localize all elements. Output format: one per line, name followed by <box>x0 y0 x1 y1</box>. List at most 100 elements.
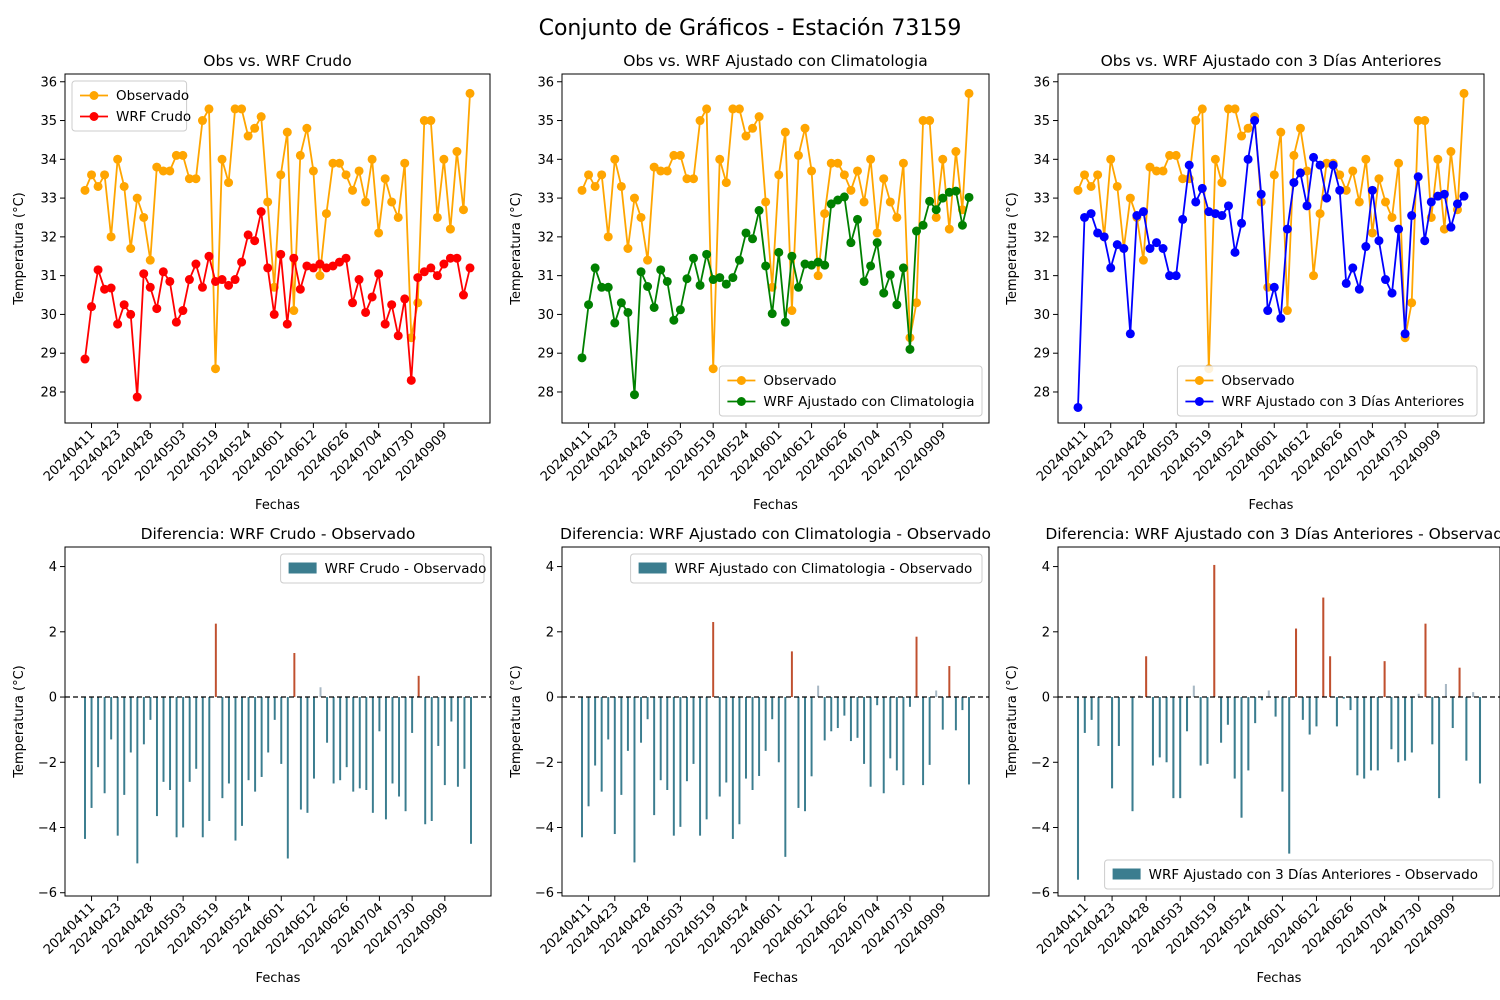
data-point <box>872 228 882 238</box>
data-point <box>211 364 221 374</box>
data-point <box>361 307 371 317</box>
bar <box>1363 697 1366 779</box>
axes-frame <box>64 73 491 424</box>
data-point <box>426 263 436 273</box>
bar <box>260 697 263 777</box>
data-point <box>669 315 679 325</box>
chart-panel-4: Diferencia: WRF Crudo - Observado −6 −4 −2 0… <box>12 525 492 986</box>
bar <box>90 697 93 808</box>
bar <box>352 697 355 792</box>
x-axis-label: Fechas <box>1257 971 1302 986</box>
data-point <box>1086 181 1096 191</box>
data-point <box>1400 329 1410 339</box>
data-point <box>354 275 364 285</box>
data-point <box>748 123 758 133</box>
bar <box>908 697 911 707</box>
legend-label: WRF Ajustado con 3 Días Anteriores <box>1221 394 1464 410</box>
bar <box>234 697 237 841</box>
data-point <box>184 275 194 285</box>
bar <box>941 697 944 730</box>
legend-swatch <box>638 562 667 574</box>
plot-area <box>80 88 475 402</box>
data-point <box>577 185 587 195</box>
bar <box>299 697 302 810</box>
data-point <box>1099 232 1109 242</box>
data-point <box>1276 127 1286 137</box>
bar <box>1329 656 1332 698</box>
y-tick-label: 29 <box>537 347 554 362</box>
y-tick-label: 2 <box>546 625 554 640</box>
data-point <box>629 193 639 203</box>
data-point <box>380 174 390 184</box>
bar <box>339 697 342 781</box>
y-tick-label: −6 <box>38 886 57 901</box>
bar <box>1424 623 1427 698</box>
data-point <box>191 259 201 269</box>
y-axis-label: Temperatura (°C) <box>509 192 524 305</box>
bar <box>155 697 158 817</box>
legend-label: WRF Crudo - Observado <box>325 561 487 577</box>
bar <box>1390 697 1393 750</box>
data-point <box>629 390 639 400</box>
data-point <box>689 174 699 184</box>
data-point <box>951 186 961 196</box>
data-point <box>426 116 436 126</box>
data-point <box>250 123 260 133</box>
data-point <box>1184 160 1194 170</box>
y-tick-label: 0 <box>49 691 57 706</box>
data-point <box>230 104 240 114</box>
data-point <box>334 158 344 168</box>
data-point <box>1178 214 1188 224</box>
bar <box>1206 697 1209 764</box>
legend-swatch <box>288 562 317 574</box>
data-point <box>1112 240 1122 250</box>
chart-title: Obs vs. WRF Ajustado con Climatologia <box>623 52 928 70</box>
y-axis-label: Temperatura (°C) <box>509 665 524 778</box>
data-point <box>590 181 600 191</box>
y-tick-label: 2 <box>1042 625 1050 640</box>
bar <box>1267 690 1270 698</box>
bar <box>1145 656 1148 698</box>
data-point <box>413 273 423 283</box>
bar <box>1138 695 1141 698</box>
data-point <box>1263 306 1273 316</box>
data-point <box>695 116 705 126</box>
y-tick-label: −6 <box>1031 886 1050 901</box>
data-point <box>1394 158 1404 168</box>
data-point <box>767 309 777 319</box>
bar <box>443 697 446 786</box>
bar <box>718 697 721 797</box>
data-point <box>1380 275 1390 285</box>
data-point <box>1354 197 1364 207</box>
bar <box>823 697 826 741</box>
data-point <box>1112 181 1122 191</box>
data-point <box>774 247 784 257</box>
data-point <box>1420 236 1430 246</box>
bar <box>594 697 597 766</box>
bar <box>175 697 178 838</box>
bar <box>1226 697 1229 725</box>
data-point <box>80 354 90 364</box>
data-point <box>826 199 836 209</box>
data-point <box>432 212 442 222</box>
data-point <box>295 150 305 160</box>
data-point <box>1387 212 1397 222</box>
bar <box>358 697 361 789</box>
bar <box>817 685 820 698</box>
bar <box>162 697 165 782</box>
bar <box>1233 697 1236 779</box>
data-point <box>577 353 587 363</box>
x-axis-label: Fechas <box>753 971 798 986</box>
bar <box>136 697 139 864</box>
bar <box>1444 683 1447 698</box>
bar <box>1478 697 1482 784</box>
data-point <box>1106 263 1116 273</box>
bar <box>1288 697 1291 854</box>
data-point <box>1191 197 1201 207</box>
y-tick-label: 32 <box>1033 230 1050 245</box>
series-line-2 <box>1077 120 1465 408</box>
data-point <box>139 269 149 279</box>
data-point <box>859 197 869 207</box>
data-point <box>1315 160 1325 170</box>
data-point <box>152 162 162 172</box>
